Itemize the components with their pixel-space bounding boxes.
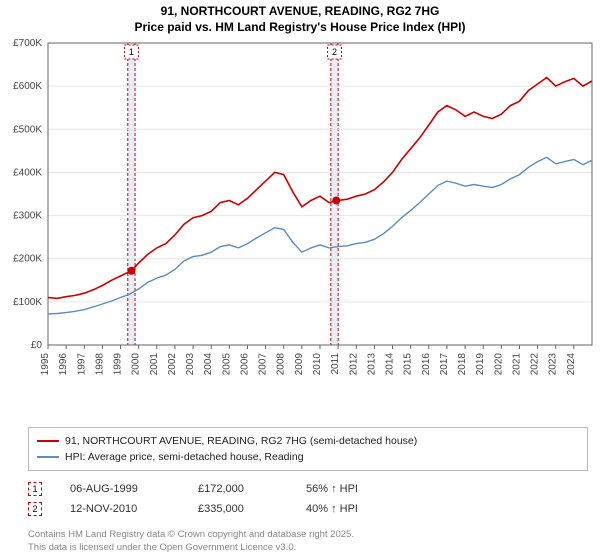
legend-swatch: [37, 456, 59, 458]
line-chart-svg: 1 2 £0 £100K £200K £300K £400K £500K £600K £700K 1…: [0, 37, 600, 417]
svg-text:2005: 2005: [221, 353, 232, 376]
sale-marker-row: 1 06-AUG-1999 £172,000 56% ↑ HPI: [28, 479, 588, 499]
svg-text:2008: 2008: [276, 353, 287, 376]
chart-container: 91, NORTHCOURT AVENUE, READING, RG2 7HG …: [0, 0, 600, 560]
legend-row: 91, NORTHCOURT AVENUE, READING, RG2 7HG …: [37, 433, 579, 449]
svg-text:2002: 2002: [167, 353, 178, 376]
svg-text:2023: 2023: [548, 353, 559, 376]
footer-block: 91, NORTHCOURT AVENUE, READING, RG2 7HG …: [28, 427, 588, 554]
sale-price: £335,000: [198, 503, 278, 515]
attribution: Contains HM Land Registry data © Crown c…: [28, 529, 588, 554]
sale-marker-badge: 2: [28, 502, 42, 516]
svg-text:1995: 1995: [40, 353, 51, 376]
title-line-1: 91, NORTHCOURT AVENUE, READING, RG2 7HG: [0, 4, 600, 20]
svg-text:2014: 2014: [385, 353, 396, 376]
legend-box: 91, NORTHCOURT AVENUE, READING, RG2 7HG …: [28, 427, 588, 471]
svg-text:£600K: £600K: [13, 81, 42, 92]
sale-marker-row: 2 12-NOV-2010 £335,000 40% ↑ HPI: [28, 499, 588, 519]
legend-label: 91, NORTHCOURT AVENUE, READING, RG2 7HG …: [65, 435, 417, 447]
sale-marker-rows: 1 06-AUG-1999 £172,000 56% ↑ HPI 2 12-NO…: [28, 479, 588, 519]
svg-text:2018: 2018: [457, 353, 468, 376]
svg-text:2021: 2021: [511, 353, 522, 376]
title-block: 91, NORTHCOURT AVENUE, READING, RG2 7HG …: [0, 0, 600, 37]
legend-swatch: [37, 440, 59, 442]
sale-date: 06-AUG-1999: [70, 483, 170, 495]
svg-text:1999: 1999: [113, 353, 124, 376]
svg-text:2020: 2020: [493, 353, 504, 376]
svg-text:2015: 2015: [403, 353, 414, 376]
svg-text:1: 1: [129, 47, 134, 57]
sale-vs-hpi: 56% ↑ HPI: [306, 483, 358, 495]
svg-text:£300K: £300K: [13, 211, 42, 222]
svg-text:2013: 2013: [366, 353, 377, 376]
svg-text:1997: 1997: [76, 353, 87, 376]
attribution-line: Contains HM Land Registry data © Crown c…: [28, 529, 588, 541]
svg-text:2003: 2003: [185, 353, 196, 376]
svg-text:2006: 2006: [239, 353, 250, 376]
legend-row: HPI: Average price, semi-detached house,…: [37, 449, 579, 465]
svg-text:2012: 2012: [348, 353, 359, 376]
svg-text:£400K: £400K: [13, 168, 42, 179]
svg-text:£0: £0: [31, 340, 43, 351]
sale-vs-hpi: 40% ↑ HPI: [306, 503, 358, 515]
svg-text:2000: 2000: [131, 353, 142, 376]
sale-marker-badge: 1: [28, 482, 42, 496]
sale-date: 12-NOV-2010: [70, 503, 170, 515]
svg-text:£700K: £700K: [13, 38, 42, 49]
attribution-line: This data is licensed under the Open Gov…: [28, 542, 588, 554]
svg-text:2004: 2004: [203, 353, 214, 376]
svg-text:2011: 2011: [330, 353, 341, 375]
svg-text:2010: 2010: [312, 353, 323, 376]
sale-price: £172,000: [198, 483, 278, 495]
svg-text:£500K: £500K: [13, 124, 42, 135]
svg-text:2022: 2022: [530, 353, 541, 376]
svg-text:£100K: £100K: [13, 297, 42, 308]
svg-text:1998: 1998: [94, 353, 105, 376]
svg-text:2: 2: [332, 47, 337, 57]
svg-text:2024: 2024: [566, 353, 577, 376]
svg-text:1996: 1996: [58, 353, 69, 376]
svg-text:2007: 2007: [258, 353, 269, 376]
title-line-2: Price paid vs. HM Land Registry's House …: [0, 20, 600, 36]
svg-text:2016: 2016: [421, 353, 432, 376]
chart-area: 1 2 £0 £100K £200K £300K £400K £500K £600K £700K 1…: [0, 37, 600, 417]
legend-label: HPI: Average price, semi-detached house,…: [65, 451, 304, 463]
svg-text:£200K: £200K: [13, 254, 42, 265]
svg-text:2009: 2009: [294, 353, 305, 376]
svg-text:2017: 2017: [439, 353, 450, 376]
svg-text:2019: 2019: [475, 353, 486, 376]
svg-text:2001: 2001: [149, 353, 160, 376]
